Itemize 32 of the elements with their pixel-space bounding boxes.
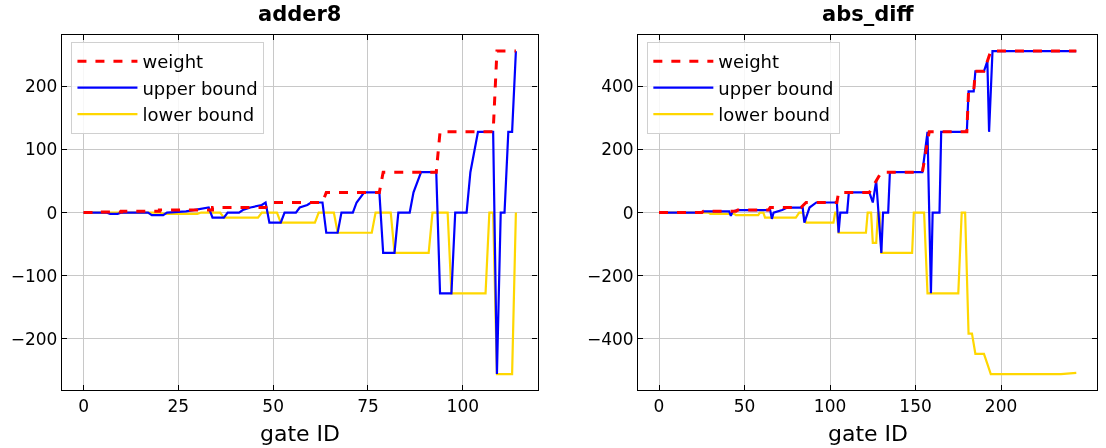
y-tick-label: 0 xyxy=(46,202,58,223)
x-tick-label: 50 xyxy=(733,395,756,416)
y-tick-label: 200 xyxy=(24,76,58,97)
x-tick-label: 50 xyxy=(262,395,284,416)
y-tick-label: −200 xyxy=(10,328,58,349)
x-tick-label: 200 xyxy=(984,395,1018,416)
legend-label: weight xyxy=(718,51,780,73)
x-tick-label: 0 xyxy=(653,395,665,416)
x-axis-title: gate ID xyxy=(260,421,341,446)
x-axis-title: gate ID xyxy=(828,421,909,446)
legend-label: upper bound xyxy=(718,77,834,99)
y-tick-label: 0 xyxy=(622,202,634,223)
y-tick-label: −400 xyxy=(586,328,634,349)
x-tick-label: 100 xyxy=(446,395,480,416)
legend-label: lower bound xyxy=(142,104,255,126)
legend-label: upper bound xyxy=(142,77,258,99)
legend-label: lower bound xyxy=(718,104,830,126)
line-series xyxy=(82,49,518,215)
legend-label: weight xyxy=(142,51,204,73)
y-tick-label: −200 xyxy=(586,265,634,286)
chart-title: abs_diff xyxy=(822,2,915,26)
x-tick-label: 150 xyxy=(899,395,932,416)
x-tick-label: 100 xyxy=(813,395,847,416)
y-tick-label: 400 xyxy=(601,76,634,97)
x-tick-label: 25 xyxy=(167,395,190,416)
x-tick-label: 75 xyxy=(357,395,379,416)
y-tick-label: 200 xyxy=(601,139,634,160)
line-series xyxy=(657,49,1078,215)
y-tick-label: −100 xyxy=(10,265,58,286)
x-tick-label: 0 xyxy=(78,395,89,416)
chart-title: adder8 xyxy=(258,2,342,26)
y-tick-label: 100 xyxy=(24,139,58,160)
